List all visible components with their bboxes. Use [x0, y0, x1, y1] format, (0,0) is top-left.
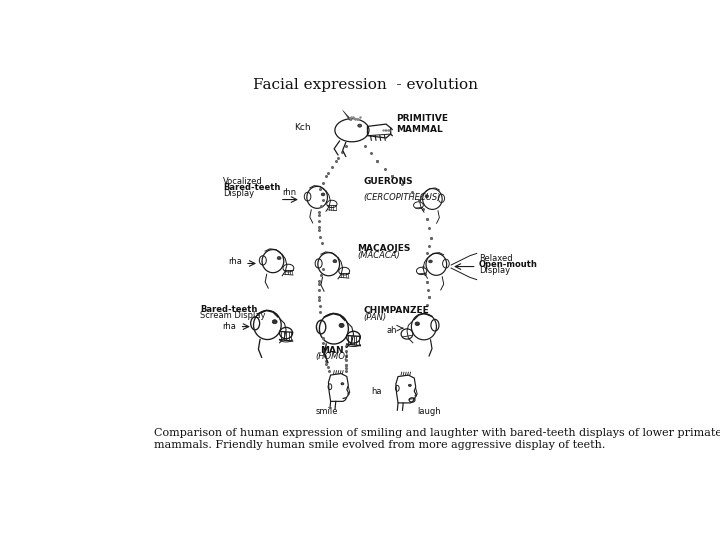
Polygon shape	[343, 110, 352, 120]
Text: (CERCOPITHECUS): (CERCOPITHECUS)	[364, 193, 441, 201]
Text: (HOMO): (HOMO)	[315, 352, 348, 361]
Text: CHIMPANZEE: CHIMPANZEE	[364, 306, 429, 315]
Text: Display: Display	[223, 189, 254, 198]
Text: rha: rha	[222, 322, 235, 331]
Ellipse shape	[415, 322, 420, 326]
Text: laugh: laugh	[417, 407, 441, 416]
Text: Open-mouth: Open-mouth	[479, 260, 538, 269]
Ellipse shape	[277, 256, 281, 260]
Text: Scream Display: Scream Display	[200, 312, 266, 320]
Text: mammals. Friendly human smile evolved from more aggressive display of teeth.: mammals. Friendly human smile evolved fr…	[153, 440, 605, 450]
Text: Facial expression  - evolution: Facial expression - evolution	[253, 78, 477, 92]
Ellipse shape	[341, 383, 344, 385]
Text: ha: ha	[372, 387, 382, 396]
Text: Vocalized: Vocalized	[223, 177, 263, 186]
Text: smile: smile	[315, 407, 338, 416]
Text: MAN: MAN	[320, 346, 343, 355]
Text: Comparison of human expression of smiling and laughter with bared-teeth displays: Comparison of human expression of smilin…	[153, 428, 720, 438]
Text: rha: rha	[228, 258, 242, 266]
Text: rhn: rhn	[282, 188, 297, 197]
Text: GUERONS: GUERONS	[364, 178, 413, 186]
Ellipse shape	[428, 260, 432, 263]
Text: (PAN): (PAN)	[364, 313, 387, 322]
Ellipse shape	[425, 195, 428, 198]
Text: ah: ah	[387, 326, 397, 335]
Ellipse shape	[339, 323, 344, 327]
Text: PRIMITIVE
MAMMAL: PRIMITIVE MAMMAL	[396, 114, 448, 134]
Text: Bared-teeth: Bared-teeth	[223, 183, 281, 192]
Text: Relaxed: Relaxed	[479, 254, 513, 262]
Text: (MACACA): (MACACA)	[357, 252, 400, 260]
Text: Kch: Kch	[294, 124, 311, 132]
Text: Display: Display	[479, 266, 510, 275]
Ellipse shape	[408, 384, 411, 387]
Text: MACAOJES: MACAOJES	[357, 245, 410, 253]
Ellipse shape	[333, 260, 337, 262]
Text: Bared-teeth: Bared-teeth	[200, 305, 258, 314]
Ellipse shape	[358, 124, 361, 127]
Ellipse shape	[272, 320, 277, 324]
Ellipse shape	[321, 193, 325, 196]
